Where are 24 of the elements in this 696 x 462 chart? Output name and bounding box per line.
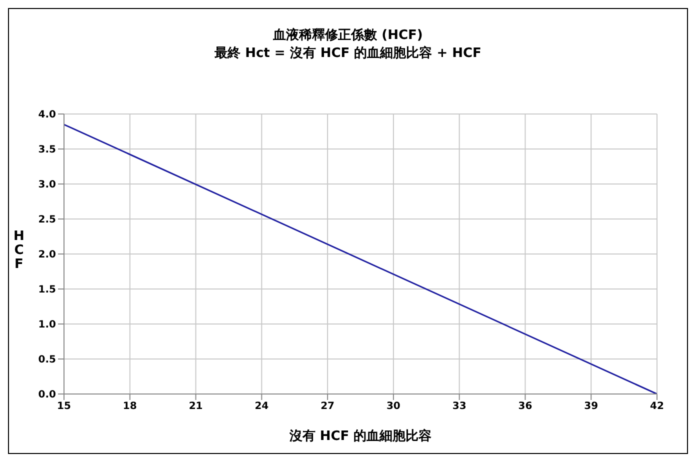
- y-tick-label: 4.0: [38, 110, 56, 121]
- x-axis-title: 沒有 HCF 的血細胞比容: [288, 428, 432, 444]
- x-tick-label: 30: [386, 401, 400, 412]
- x-tick-label: 18: [122, 401, 137, 412]
- y-tick-label: 1.0: [38, 320, 56, 331]
- y-axis-title: HCF: [14, 229, 24, 272]
- x-tick-label: 36: [518, 401, 532, 412]
- chart-subtitle: 最終 Hct = 沒有 HCF 的血細胞比容 + HCF: [214, 45, 482, 63]
- y-tick-label: 2.5: [38, 214, 56, 226]
- y-tick-label: 0.0: [38, 390, 56, 401]
- x-tick-label: 27: [320, 401, 335, 412]
- x-tick-label: 21: [188, 401, 203, 412]
- x-tick-label: 15: [57, 401, 71, 412]
- x-tick-label: 33: [452, 401, 466, 412]
- x-tick-label: 42: [650, 401, 664, 412]
- y-tick-label: 1.5: [38, 284, 56, 296]
- x-tick-label: 24: [254, 401, 269, 412]
- x-tick-label: 39: [584, 401, 598, 412]
- y-tick-label: 3.0: [38, 180, 56, 191]
- y-tick-label: 2.0: [38, 250, 56, 261]
- y-tick-label: 3.5: [38, 144, 56, 156]
- frame: 血液稀釋修正係數 (HCF) 最終 Hct = 沒有 HCF 的血細胞比容 + HCF HCF 15 18 21 24 27 30 33 36 39 42 沒有 HCF 的血細胞比容 0.0 0.5 1.0 1.5 2.0 2.5 3.0 3.5 4.0: [8, 8, 688, 454]
- y-tick-label: 0.5: [38, 354, 56, 366]
- chart-title: 血液稀釋修正係數 (HCF): [272, 27, 424, 45]
